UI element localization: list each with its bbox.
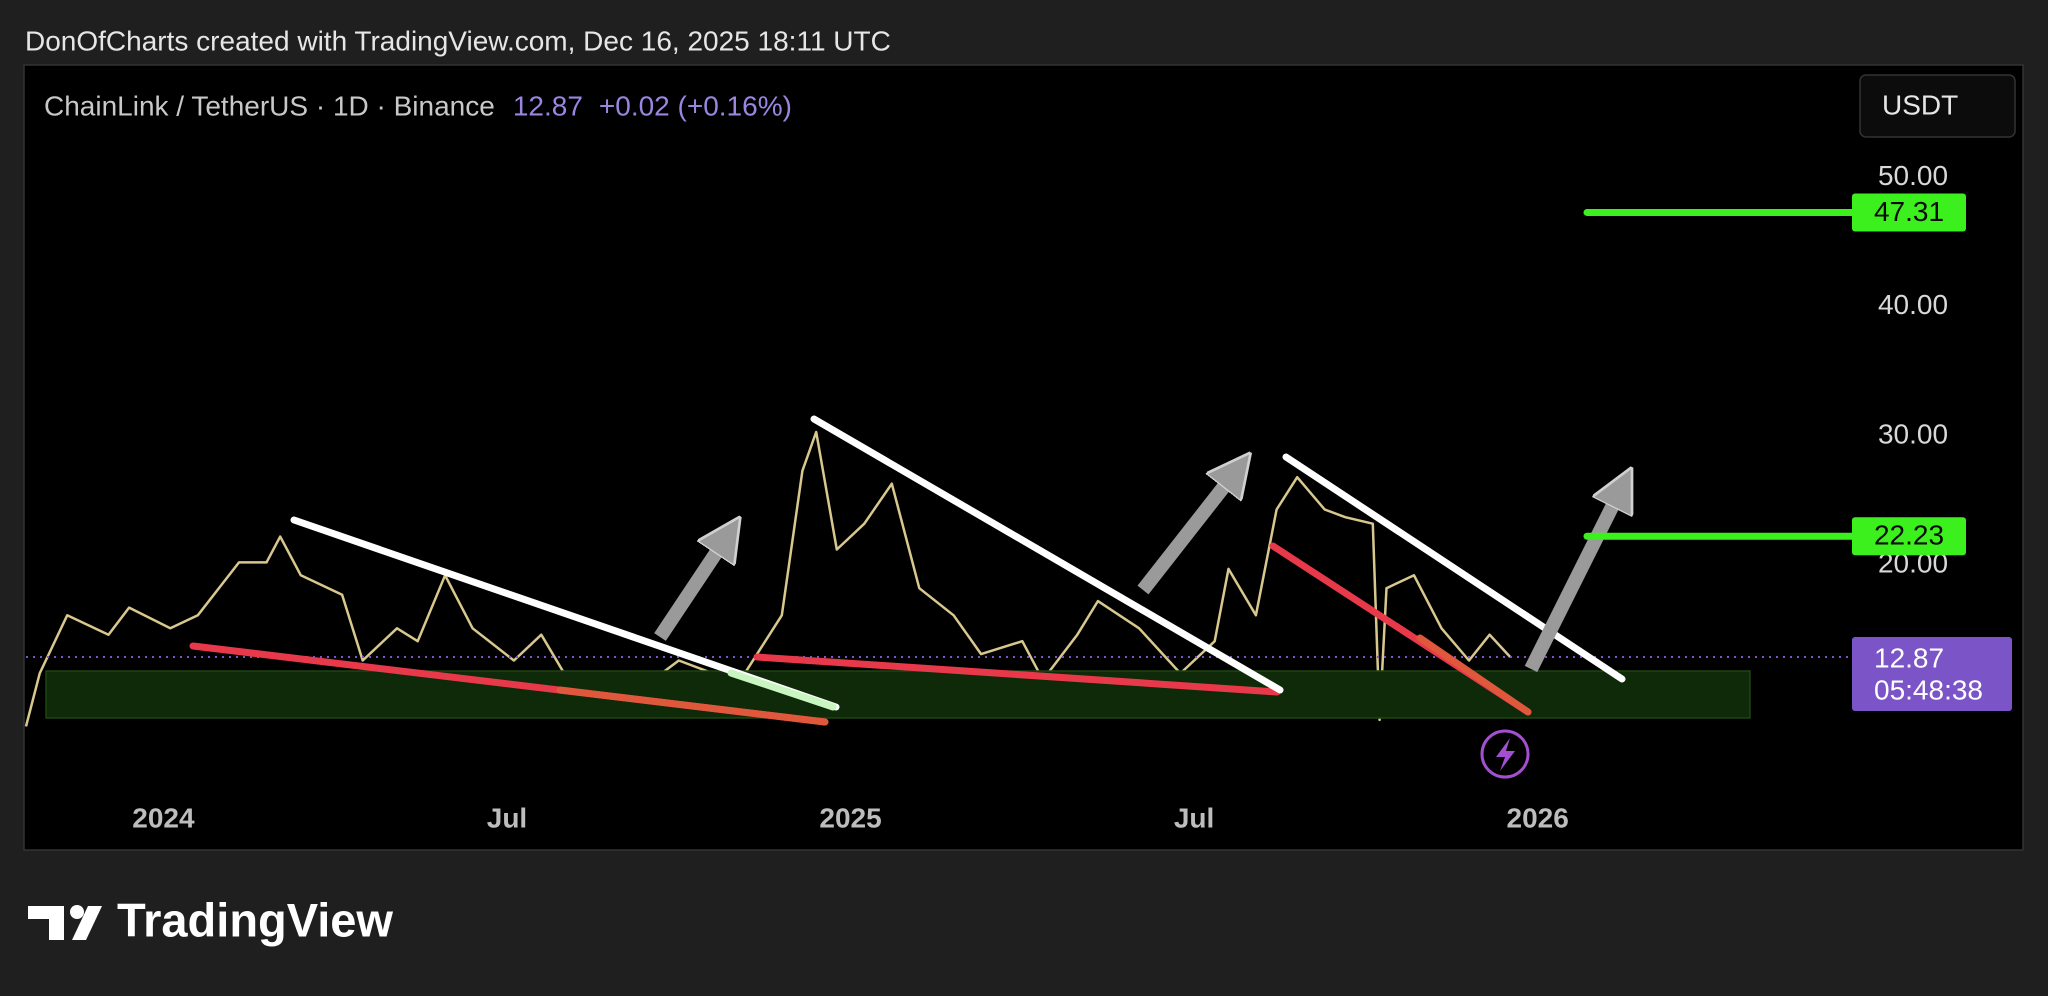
- chart-panel: [23, 64, 2024, 851]
- logo-mark: [28, 906, 64, 940]
- arrow: [1524, 487, 1622, 673]
- title-row: ChainLink / TetherUS · 1D · Binance 12.8…: [44, 90, 792, 121]
- support-zone: [45, 670, 1751, 719]
- currency-label[interactable]: USDT: [1882, 89, 1958, 120]
- level-box: [1852, 193, 1966, 232]
- last-price-label: 12.87: [1874, 642, 1944, 673]
- y-tick-label: 40.00: [1878, 289, 1948, 320]
- brand-logo: TradingView: [28, 893, 393, 946]
- logo-mark: [72, 906, 102, 940]
- byline: DonOfCharts created with TradingView.com…: [25, 25, 891, 56]
- price-line: [24, 430, 1512, 727]
- brand-name: TradingView: [117, 893, 393, 946]
- event-icon[interactable]: [1480, 729, 1530, 779]
- price-change: +0.02 (+0.16%): [599, 90, 792, 121]
- breakout-line: [727, 669, 837, 711]
- x-tick-label: 2026: [1507, 802, 1569, 833]
- support-line: [753, 653, 1281, 696]
- logo-mark: [70, 905, 84, 919]
- currency-button[interactable]: [1859, 74, 2016, 138]
- support-line: [1416, 634, 1532, 716]
- x-tick-label: 2025: [819, 802, 881, 833]
- x-tick-label: Jul: [1174, 802, 1214, 833]
- last-price: 12.87: [513, 90, 583, 121]
- level-label: 47.31: [1874, 196, 1944, 227]
- support-line: [556, 686, 829, 726]
- level-box: [1852, 517, 1966, 556]
- y-tick-label: 30.00: [1878, 418, 1948, 449]
- chart-title: ChainLink / TetherUS · 1D · Binance: [44, 90, 495, 121]
- drawings: [45, 415, 1751, 779]
- arrow: [654, 535, 728, 641]
- countdown: 05:48:38: [1874, 674, 1983, 705]
- resistance-line: [1282, 453, 1626, 683]
- last-price-box: [1852, 637, 2012, 712]
- x-tick-label: 2024: [132, 802, 195, 833]
- x-tick-label: Jul: [487, 802, 527, 833]
- y-tick-label: 50.00: [1878, 160, 1948, 191]
- arrow: [1137, 470, 1237, 595]
- resistance-line: [810, 415, 1284, 694]
- event-icon-bolt: [1496, 738, 1515, 771]
- level-label: 22.23: [1874, 520, 1944, 551]
